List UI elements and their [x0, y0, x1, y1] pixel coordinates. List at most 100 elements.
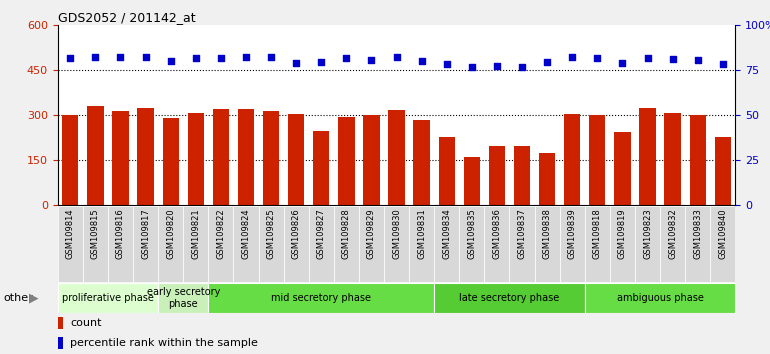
Bar — [58, 283, 158, 313]
Bar — [233, 206, 259, 282]
Bar — [564, 114, 581, 205]
Bar — [534, 206, 560, 282]
Bar — [464, 157, 480, 205]
Bar — [62, 115, 79, 205]
Text: percentile rank within the sample: percentile rank within the sample — [70, 338, 258, 348]
Bar — [183, 206, 209, 282]
Bar — [434, 206, 459, 282]
Text: GSM109835: GSM109835 — [467, 209, 477, 259]
Bar — [58, 337, 63, 349]
Bar — [58, 316, 63, 329]
Bar — [209, 283, 434, 313]
Point — [64, 55, 76, 61]
Text: GSM109829: GSM109829 — [367, 209, 376, 259]
Text: proliferative phase: proliferative phase — [62, 293, 154, 303]
Bar — [209, 206, 233, 282]
Text: GSM109814: GSM109814 — [65, 209, 75, 259]
Bar — [158, 206, 183, 282]
Bar — [660, 206, 685, 282]
Text: mid secretory phase: mid secretory phase — [271, 293, 371, 303]
Text: ▶: ▶ — [29, 292, 38, 305]
Text: GSM109824: GSM109824 — [242, 209, 250, 259]
Point — [416, 58, 428, 64]
Bar — [584, 283, 735, 313]
Text: GSM109834: GSM109834 — [442, 209, 451, 259]
Text: GSM109828: GSM109828 — [342, 209, 351, 259]
Text: GSM109819: GSM109819 — [618, 209, 627, 259]
Bar — [158, 283, 209, 313]
Bar — [510, 206, 534, 282]
Bar — [459, 206, 484, 282]
Point — [440, 61, 453, 67]
Bar — [283, 206, 309, 282]
Text: ambiguous phase: ambiguous phase — [617, 293, 704, 303]
Point — [340, 55, 353, 61]
Text: GSM109816: GSM109816 — [116, 209, 125, 259]
Bar — [413, 120, 430, 205]
Bar — [359, 206, 384, 282]
Text: GSM109839: GSM109839 — [567, 209, 577, 259]
Bar — [560, 206, 584, 282]
Point — [616, 60, 628, 65]
Text: GSM109836: GSM109836 — [493, 209, 501, 259]
Text: GSM109833: GSM109833 — [693, 209, 702, 259]
Text: other: other — [3, 293, 33, 303]
Point — [516, 64, 528, 70]
Text: count: count — [70, 318, 102, 328]
Point — [541, 59, 554, 65]
Bar — [489, 146, 505, 205]
Bar — [484, 206, 510, 282]
Bar — [384, 206, 409, 282]
Bar — [334, 206, 359, 282]
Bar — [589, 115, 605, 205]
Bar — [133, 206, 158, 282]
Bar — [108, 206, 133, 282]
Bar — [514, 146, 531, 205]
Bar — [715, 137, 731, 205]
Text: GSM109830: GSM109830 — [392, 209, 401, 259]
Point — [189, 55, 202, 61]
Bar — [639, 108, 656, 205]
Point — [290, 60, 303, 65]
Point — [89, 54, 102, 59]
Bar — [388, 110, 405, 205]
Text: GDS2052 / 201142_at: GDS2052 / 201142_at — [58, 11, 196, 24]
Bar — [434, 283, 584, 313]
Text: early secretory
phase: early secretory phase — [146, 287, 220, 309]
Text: GSM109831: GSM109831 — [417, 209, 426, 259]
Bar — [614, 132, 631, 205]
Bar — [439, 137, 455, 205]
Point — [591, 55, 604, 61]
Point — [114, 55, 126, 60]
Bar — [635, 206, 660, 282]
Bar — [309, 206, 334, 282]
Text: GSM109821: GSM109821 — [191, 209, 200, 259]
Bar — [87, 106, 103, 205]
Point — [466, 64, 478, 70]
Bar — [213, 109, 229, 205]
Text: GSM109838: GSM109838 — [543, 209, 551, 259]
Bar — [263, 110, 280, 205]
Bar — [259, 206, 283, 282]
Bar — [338, 116, 354, 205]
Bar — [665, 113, 681, 205]
Text: GSM109823: GSM109823 — [643, 209, 652, 259]
Point — [265, 55, 277, 60]
Bar — [313, 131, 330, 205]
Point — [490, 63, 503, 69]
Text: GSM109817: GSM109817 — [141, 209, 150, 259]
Point — [365, 57, 377, 63]
Text: GSM109815: GSM109815 — [91, 209, 100, 259]
Bar — [238, 109, 254, 205]
Bar — [690, 115, 706, 205]
Text: GSM109837: GSM109837 — [517, 209, 527, 259]
Text: GSM109825: GSM109825 — [266, 209, 276, 259]
Bar — [188, 113, 204, 205]
Bar — [685, 206, 710, 282]
Text: GSM109840: GSM109840 — [718, 209, 728, 259]
Bar — [710, 206, 735, 282]
Text: GSM109827: GSM109827 — [316, 209, 326, 259]
Text: late secretory phase: late secretory phase — [460, 293, 560, 303]
Point — [691, 57, 704, 63]
Point — [390, 54, 403, 60]
